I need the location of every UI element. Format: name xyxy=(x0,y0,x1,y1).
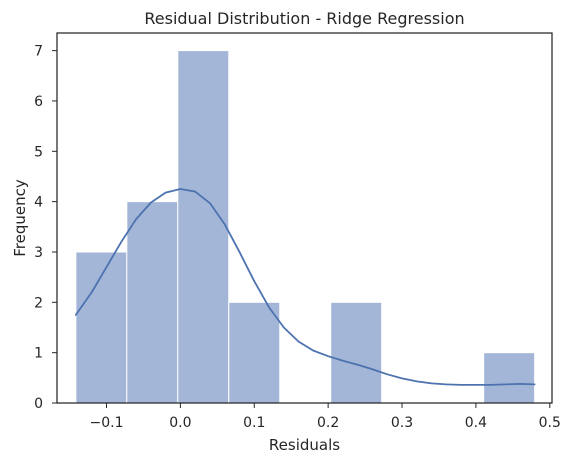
histogram-bar xyxy=(330,301,383,404)
x-tick-label: −0.1 xyxy=(90,415,124,431)
plot-area xyxy=(74,50,536,404)
x-tick-label: 0.3 xyxy=(391,415,413,431)
x-tick-label: 0.2 xyxy=(317,415,339,431)
y-tick-label: 7 xyxy=(34,44,43,60)
y-tick-label: 0 xyxy=(34,396,43,412)
histogram-bar xyxy=(177,50,230,404)
y-tick-label: 4 xyxy=(34,195,43,211)
y-axis: 0 1 2 3 4 5 6 7 xyxy=(34,44,57,412)
x-axis: −0.1 0.0 0.1 0.2 0.3 0.4 0.5 xyxy=(90,403,561,431)
x-tick-label: 0.1 xyxy=(243,415,265,431)
y-tick-label: 3 xyxy=(34,245,43,261)
kde-line xyxy=(74,188,536,386)
y-tick-label: 6 xyxy=(34,94,43,110)
chart-title: Residual Distribution - Ridge Regression xyxy=(144,9,464,28)
y-tick-label: 1 xyxy=(34,346,43,362)
x-tick-label: 0.4 xyxy=(465,415,487,431)
x-axis-label: Residuals xyxy=(269,436,340,454)
x-tick-label: 0.5 xyxy=(539,415,561,431)
plot-frame xyxy=(56,32,553,404)
y-axis-label: Frequency xyxy=(11,179,29,257)
y-tick-label: 5 xyxy=(34,144,43,160)
histogram-bar xyxy=(483,352,536,404)
x-tick-label: 0.0 xyxy=(169,415,191,431)
histogram-bar xyxy=(228,301,281,404)
y-tick-label: 2 xyxy=(34,295,43,311)
histogram-bar xyxy=(126,201,179,404)
